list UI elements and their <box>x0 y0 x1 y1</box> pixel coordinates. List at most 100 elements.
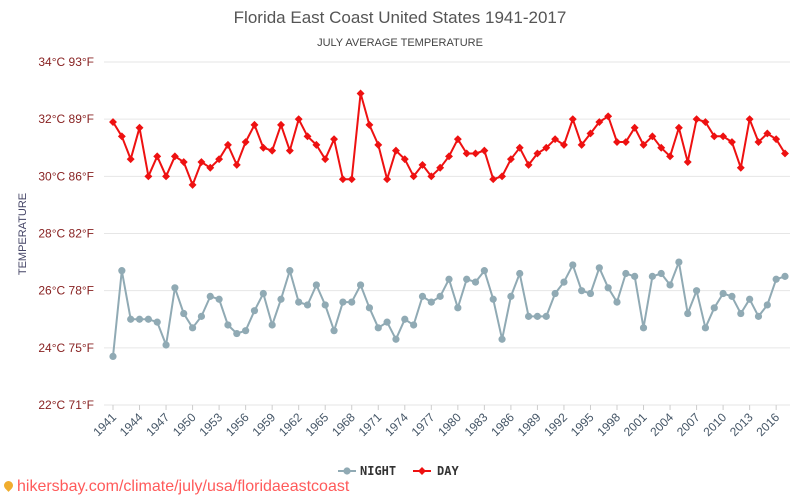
data-point-night <box>684 309 692 318</box>
data-point-night <box>418 292 427 300</box>
data-point-day <box>445 152 453 161</box>
data-point-day <box>321 155 330 164</box>
data-point-night <box>410 321 418 329</box>
x-tick-label: 1989 <box>515 410 544 439</box>
data-point-day <box>542 143 551 152</box>
y-axis-label: TEMPERATURE <box>17 193 29 275</box>
data-point-day <box>374 140 383 149</box>
grid-lines <box>104 61 790 406</box>
x-tick-label: 2007 <box>674 410 703 439</box>
data-point-night <box>303 301 312 309</box>
data-point-day <box>179 158 188 167</box>
data-point-day <box>577 140 586 149</box>
data-point-day <box>727 138 736 146</box>
legend-label-day: DAY <box>437 464 459 478</box>
data-point-day <box>701 118 710 126</box>
legend[interactable]: NIGHT DAY <box>338 464 459 478</box>
data-point-day <box>303 132 312 141</box>
data-point-day <box>480 146 489 155</box>
y-tick-label: 26°C 78°F <box>38 284 94 298</box>
data-point-day <box>126 155 135 164</box>
data-point-day <box>533 149 542 158</box>
x-tick-label: 1980 <box>435 410 464 439</box>
data-point-night <box>268 321 276 329</box>
data-point-day <box>294 115 303 124</box>
series-day <box>109 89 789 189</box>
legend-label-night: NIGHT <box>360 464 396 478</box>
data-point-night <box>259 289 267 298</box>
data-point-day <box>639 140 648 149</box>
data-point-night <box>701 324 710 332</box>
data-point-night <box>666 281 674 289</box>
data-point-night <box>507 292 515 300</box>
data-point-night <box>224 321 232 329</box>
x-tick-label: 1956 <box>223 410 252 439</box>
data-point-night <box>613 298 621 306</box>
x-tick-label: 1965 <box>303 410 332 439</box>
data-point-night <box>622 269 630 278</box>
x-tick-label: 2001 <box>621 410 650 439</box>
data-point-night <box>321 301 329 309</box>
data-point-night <box>427 298 435 306</box>
y-tick-label: 32°C 89°F <box>38 112 94 126</box>
site-credit-text: hikersbay.com/climate/july/usa/floridaea… <box>17 478 350 495</box>
x-tick-label: 2016 <box>753 410 782 439</box>
data-point-night <box>754 312 763 320</box>
data-point-day <box>568 115 577 124</box>
data-point-night <box>188 324 197 332</box>
data-point-night <box>569 261 577 269</box>
data-point-night <box>383 318 391 326</box>
data-point-night <box>480 267 488 275</box>
data-point-night <box>578 287 586 295</box>
data-point-night <box>737 309 745 318</box>
x-tick-label: 1950 <box>170 410 199 439</box>
data-point-night <box>604 284 612 292</box>
data-point-day <box>250 120 259 129</box>
data-point-day <box>683 158 692 167</box>
data-point-night <box>215 295 223 303</box>
data-point-night <box>454 304 462 312</box>
data-point-night <box>242 327 250 335</box>
data-point-day <box>674 123 683 132</box>
x-tick-label: 1992 <box>541 410 570 439</box>
data-point-day <box>135 123 144 132</box>
data-point-night <box>153 318 161 326</box>
x-tick-label: 1968 <box>329 410 358 439</box>
data-point-day <box>277 120 285 129</box>
data-point-day <box>666 152 675 161</box>
data-point-day <box>648 132 657 141</box>
x-tick-label: 1983 <box>462 410 491 439</box>
data-point-night <box>197 312 206 320</box>
data-point-day <box>498 172 507 181</box>
data-point-night <box>162 341 170 349</box>
site-credit[interactable]: hikersbay.com/climate/july/usa/floridaea… <box>2 478 350 496</box>
data-point-night <box>330 327 338 335</box>
data-point-day <box>719 132 728 141</box>
data-point-night <box>286 267 294 275</box>
x-tick-label: 1941 <box>90 410 119 439</box>
data-point-day <box>241 138 250 146</box>
y-tick-label: 34°C 93°F <box>38 55 94 69</box>
data-point-day <box>170 152 179 161</box>
x-tick-label: 1977 <box>409 410 438 439</box>
data-point-night <box>295 298 303 306</box>
data-point-night <box>560 278 568 286</box>
x-tick-label: 1998 <box>594 410 623 439</box>
data-point-night <box>356 281 365 289</box>
data-point-day <box>710 132 719 141</box>
data-point-night <box>471 278 480 286</box>
data-point-night <box>719 289 727 298</box>
data-point-night <box>118 267 126 275</box>
data-point-day <box>215 155 224 164</box>
y-tick-label: 30°C 86°F <box>38 169 94 183</box>
data-point-day <box>268 146 277 155</box>
data-point-day <box>436 163 445 172</box>
data-point-night <box>657 269 665 278</box>
data-point-night <box>365 304 374 312</box>
data-point-day <box>109 118 117 126</box>
data-point-day <box>312 140 321 149</box>
data-point-night <box>206 292 214 300</box>
data-point-night <box>639 324 648 332</box>
location-pin-icon <box>2 479 15 492</box>
